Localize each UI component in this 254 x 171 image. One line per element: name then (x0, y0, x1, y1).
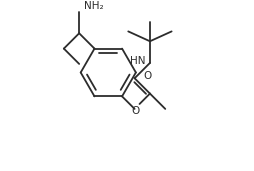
Text: NH₂: NH₂ (84, 1, 104, 11)
Text: O: O (132, 106, 140, 116)
Text: HN: HN (130, 56, 146, 66)
Text: O: O (143, 71, 152, 81)
